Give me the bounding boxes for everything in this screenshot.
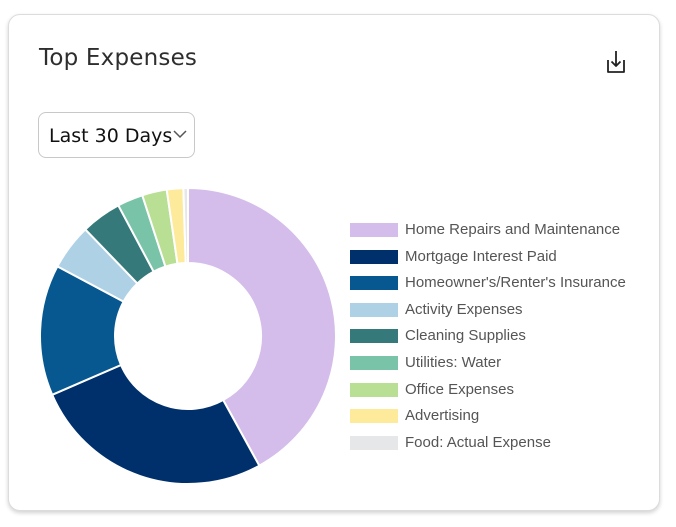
- donut-slice-1[interactable]: [50, 363, 261, 485]
- download-button[interactable]: [601, 47, 631, 77]
- legend-label: Office Expenses: [405, 380, 514, 398]
- expenses-donut-chart: [39, 186, 337, 485]
- card-title: Top Expenses: [39, 45, 198, 71]
- date-range-value: Last 30 Days: [49, 125, 173, 147]
- legend-swatch: [350, 409, 398, 424]
- legend-label: Cleaning Supplies: [405, 327, 526, 345]
- date-range-select[interactable]: Last 30 Days: [38, 112, 195, 158]
- legend-swatch: [350, 276, 398, 291]
- donut-slice-0[interactable]: [187, 186, 337, 468]
- download-icon: [607, 51, 625, 73]
- legend-swatch: [350, 249, 398, 264]
- legend-label: Utilities: Water: [405, 353, 502, 371]
- legend-label: Food: Actual Expense: [405, 433, 551, 451]
- legend-label: Home Repairs and Maintenance: [405, 221, 621, 238]
- chevron-down-icon: [173, 130, 187, 139]
- legend-label: Homeowner's/Renter's Insurance: [405, 274, 626, 292]
- legend-swatch: [350, 382, 398, 397]
- legend-swatch: [350, 435, 398, 450]
- legend-label: Mortgage Interest Paid: [405, 247, 557, 265]
- donut-slice-8[interactable]: [182, 186, 189, 265]
- legend-swatch: [350, 355, 398, 370]
- legend-label: Advertising: [405, 407, 480, 425]
- legend-swatch: [350, 329, 398, 344]
- legend-swatch: [350, 223, 398, 237]
- legend-swatch: [350, 302, 398, 317]
- legend-label: Activity Expenses: [405, 300, 523, 318]
- top-expenses-card: Top Expenses Last 30 Days Home Repairs a…: [8, 14, 660, 511]
